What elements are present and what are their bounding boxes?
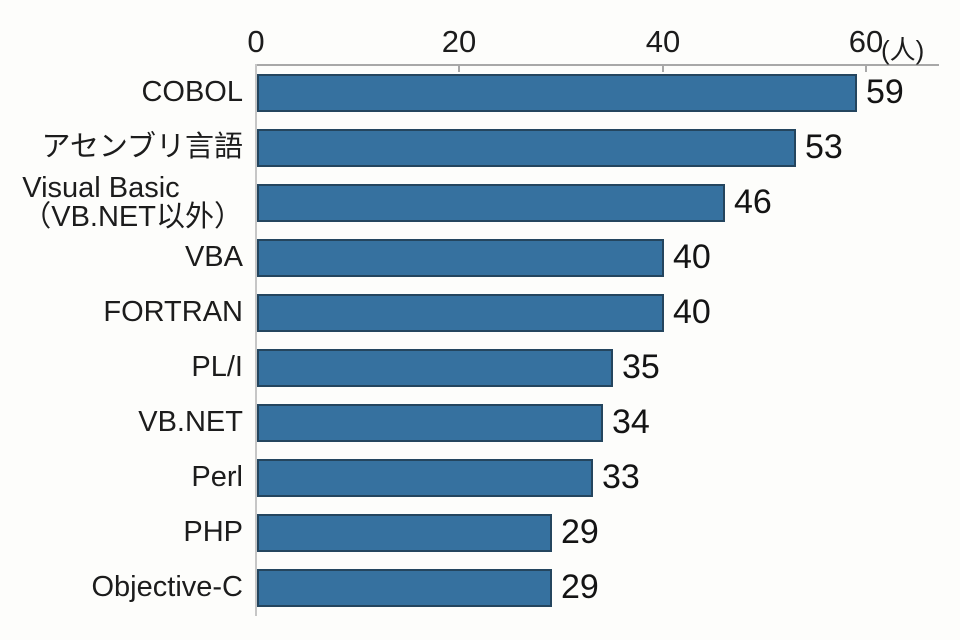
- y-axis-line: [255, 64, 257, 616]
- chart-row: Objective-C 29: [0, 560, 960, 615]
- category-label-cell: VBA: [0, 230, 257, 285]
- category-label-cell: Objective-C: [0, 560, 257, 615]
- category-label-cell: COBOL: [0, 65, 257, 120]
- category-label-cell: PL/I: [0, 340, 257, 395]
- bar-track: 34: [257, 395, 960, 450]
- category-label: Objective-C: [91, 571, 244, 603]
- category-label: PL/I: [191, 351, 243, 383]
- x-tick-label: 20: [441, 24, 477, 59]
- bar: [257, 348, 613, 387]
- value-label: 40: [673, 293, 711, 331]
- chart-rows: COBOL 59 アセンブリ言語 53 Visual Basic （VB.NET以外） 4…: [0, 65, 960, 615]
- value-label: 33: [602, 458, 640, 496]
- category-label: PHP: [183, 516, 243, 548]
- category-label-cell: アセンブリ言語: [0, 120, 257, 175]
- value-label: 29: [561, 513, 599, 551]
- value-label: 53: [805, 128, 843, 166]
- x-tick-mark: [662, 66, 664, 72]
- x-axis-line: [255, 64, 939, 66]
- value-label: 34: [612, 403, 650, 441]
- chart-row: アセンブリ言語 53: [0, 120, 960, 175]
- chart-row: Visual Basic （VB.NET以外） 46: [0, 172, 960, 233]
- bar: [257, 73, 857, 112]
- bar-track: 29: [257, 560, 960, 615]
- value-label: 59: [866, 73, 904, 111]
- category-label-cell: Perl: [0, 450, 257, 505]
- chart-row: PL/I 35: [0, 340, 960, 395]
- bar: [257, 183, 725, 222]
- bar: [257, 513, 552, 552]
- category-label: VBA: [184, 241, 243, 273]
- chart-row: VB.NET 34: [0, 395, 960, 450]
- bar-track: 46: [257, 175, 960, 230]
- bar-track: 59: [257, 65, 960, 120]
- category-label: FORTRAN: [103, 296, 243, 328]
- chart-row: VBA 40: [0, 230, 960, 285]
- value-label: 40: [673, 238, 711, 276]
- x-tick-mark: [458, 66, 460, 72]
- category-label-cell: Visual Basic （VB.NET以外）: [0, 172, 257, 233]
- bar: [257, 293, 664, 332]
- bar: [257, 238, 664, 277]
- value-label: 29: [561, 568, 599, 606]
- category-label: Visual Basic （VB.NET以外）: [22, 172, 243, 233]
- chart-row: PHP 29: [0, 505, 960, 560]
- bar-track: 53: [257, 120, 960, 175]
- category-label: Perl: [191, 461, 243, 493]
- category-label: VB.NET: [138, 406, 243, 438]
- bar-track: 40: [257, 230, 960, 285]
- bar-track: 33: [257, 450, 960, 505]
- bar-track: 40: [257, 285, 960, 340]
- category-label-cell: FORTRAN: [0, 285, 257, 340]
- bar: [257, 403, 603, 442]
- value-label: 46: [734, 183, 772, 221]
- value-label: 35: [622, 348, 660, 386]
- chart-row: COBOL 59: [0, 65, 960, 120]
- x-tick-label: 40: [645, 24, 681, 59]
- bar-track: 29: [257, 505, 960, 560]
- x-tick-label: 60: [848, 24, 884, 59]
- category-label: アセンブリ言語: [41, 131, 243, 163]
- bar-track: 35: [257, 340, 960, 395]
- x-axis-unit-label: (人): [881, 35, 925, 65]
- chart-row: Perl 33: [0, 450, 960, 505]
- category-label-cell: VB.NET: [0, 395, 257, 450]
- x-tick-label: 0: [247, 24, 265, 59]
- category-label-cell: PHP: [0, 505, 257, 560]
- chart-row: FORTRAN 40: [0, 285, 960, 340]
- bar: [257, 458, 593, 497]
- bar: [257, 568, 552, 607]
- bar: [257, 128, 796, 167]
- category-label: COBOL: [141, 76, 243, 108]
- x-tick-mark: [865, 66, 867, 72]
